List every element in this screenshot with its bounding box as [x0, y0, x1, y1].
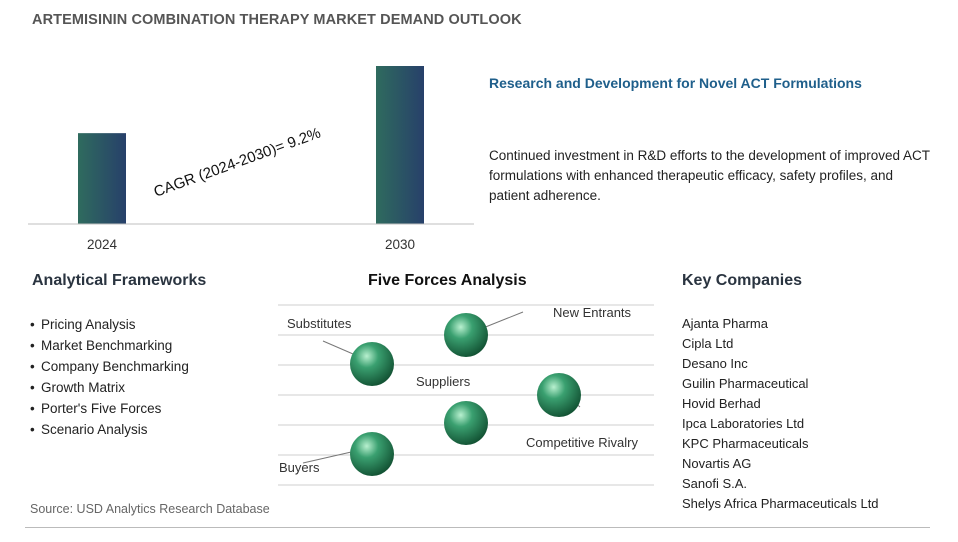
suppliers-sphere [444, 401, 488, 445]
list-item: • Market Benchmarking [30, 335, 189, 356]
five-forces-heading: Five Forces Analysis [368, 272, 527, 289]
competitive-rivalry-label: Competitive Rivalry [526, 435, 638, 450]
company-item: Ipca Laboratories Ltd [682, 416, 805, 431]
divider-lines [278, 304, 654, 486]
bar-2030 [376, 66, 424, 224]
company-item: Shelys Africa Pharmaceuticals Ltd [682, 496, 879, 511]
companies-heading: Key Companies [682, 272, 803, 289]
company-item: Sanofi S.A. [682, 476, 748, 491]
company-item: KPC Pharmaceuticals [682, 436, 809, 451]
list-item: • Company Benchmarking [30, 356, 189, 377]
bottom-divider [25, 527, 930, 528]
new-entrants-sphere [444, 313, 488, 357]
source-note: Source: USD Analytics Research Database [30, 502, 270, 516]
company-item: Ajanta Pharma [682, 316, 768, 331]
list-item: • Scenario Analysis [30, 419, 189, 440]
company-item: Novartis AG [682, 456, 752, 471]
suppliers-label: Suppliers [416, 374, 471, 389]
company-item: Hovid Berhad [682, 396, 761, 411]
companies-list: Ajanta Pharma Cipla Ltd Desano Inc Guili… [682, 314, 879, 514]
list-item: • Pricing Analysis [30, 314, 189, 335]
bullet-icon: • [30, 359, 35, 374]
buyers-label: Buyers [279, 460, 320, 475]
company-item: Guilin Pharmaceutical [682, 376, 809, 391]
new-entrants-label: New Entrants [553, 305, 632, 320]
x-tick-label: 2024 [87, 237, 118, 252]
company-item: Cipla Ltd [682, 336, 734, 351]
cagr-annotation: CAGR (2024-2030)= 9.2% [152, 124, 324, 200]
buyers-sphere [350, 432, 394, 476]
bar-2024 [78, 133, 126, 224]
frameworks-list: • Pricing Analysis • Market Benchmarking •… [30, 314, 189, 440]
list-item: • Porter's Five Forces [30, 398, 189, 419]
company-item: Desano Inc [682, 356, 748, 371]
bullet-icon: • [30, 422, 35, 437]
x-tick-label: 2030 [385, 237, 415, 252]
market-bar-chart: 2024 2030 CAGR (2024-2030)= 9.2% [28, 66, 474, 252]
frameworks-heading: Analytical Frameworks [32, 272, 207, 289]
connector-lines [302, 311, 581, 464]
list-item: • Growth Matrix [30, 377, 189, 398]
bullet-icon: • [30, 401, 35, 416]
rd-heading: Research and Development for Novel ACT F… [489, 75, 862, 91]
page-title: ARTEMISININ COMBINATION THERAPY MARKET D… [32, 12, 522, 28]
bullet-icon: • [30, 380, 35, 395]
substitutes-label: Substitutes [287, 316, 352, 331]
bullet-icon: • [30, 317, 35, 332]
competitive-rivalry-sphere [537, 373, 581, 417]
bullet-icon: • [30, 338, 35, 353]
substitutes-sphere [350, 342, 394, 386]
rd-description: Continued investment in R&D efforts to t… [489, 148, 930, 203]
